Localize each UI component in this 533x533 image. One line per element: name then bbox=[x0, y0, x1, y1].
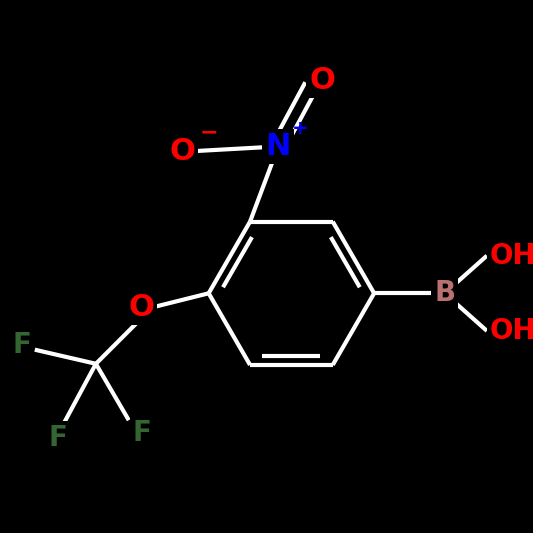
Text: N: N bbox=[265, 132, 291, 161]
Text: F: F bbox=[49, 424, 68, 452]
Text: OH: OH bbox=[490, 241, 533, 270]
Text: O: O bbox=[169, 136, 195, 166]
Text: B: B bbox=[434, 279, 455, 308]
Text: F: F bbox=[133, 419, 151, 447]
Text: −: − bbox=[199, 122, 218, 142]
Text: O: O bbox=[310, 66, 335, 95]
Text: OH: OH bbox=[490, 317, 533, 345]
Text: F: F bbox=[12, 331, 31, 359]
Text: +: + bbox=[292, 119, 309, 138]
Text: O: O bbox=[128, 293, 154, 322]
